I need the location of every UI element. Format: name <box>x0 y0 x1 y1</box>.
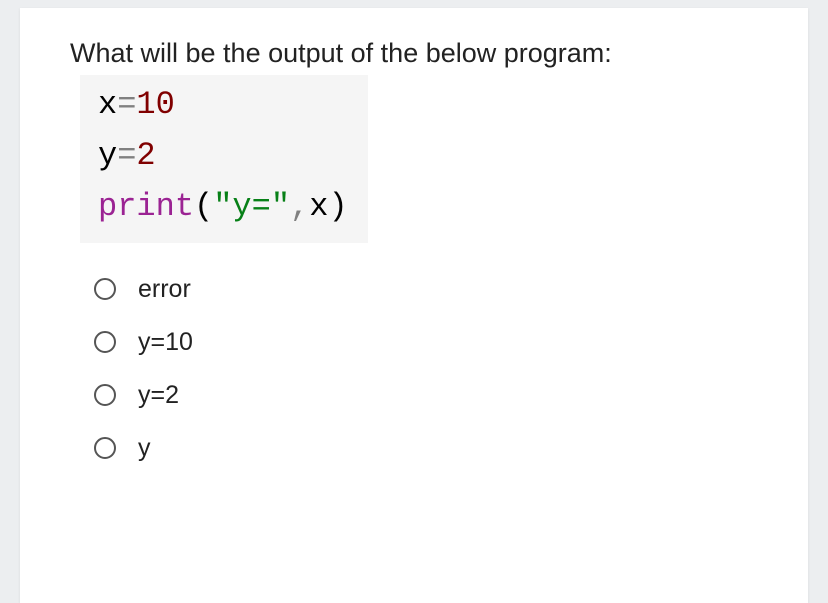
code-token: 10 <box>136 86 174 123</box>
option-row[interactable]: y=2 <box>94 381 758 410</box>
code-token: = <box>117 137 136 174</box>
radio-icon[interactable] <box>94 331 116 353</box>
code-token: = <box>117 86 136 123</box>
radio-icon[interactable] <box>94 384 116 406</box>
code-token: ( <box>194 188 213 225</box>
option-row[interactable]: y=10 <box>94 328 758 357</box>
code-line-2: y=2 <box>98 130 348 181</box>
code-token: x <box>309 188 328 225</box>
radio-icon[interactable] <box>94 437 116 459</box>
option-label: y <box>138 434 151 463</box>
code-line-3: print("y=",x) <box>98 181 348 232</box>
option-label: y=10 <box>138 328 193 357</box>
code-block: x=10 y=2 print("y=",x) <box>80 75 368 243</box>
code-token: ) <box>328 188 347 225</box>
question-card: What will be the output of the below pro… <box>20 8 808 603</box>
option-row[interactable]: error <box>94 275 758 304</box>
code-line-1: x=10 <box>98 79 348 130</box>
question-prompt: What will be the output of the below pro… <box>70 38 758 69</box>
code-token: x <box>98 86 117 123</box>
code-token: print <box>98 188 194 225</box>
option-label: y=2 <box>138 381 179 410</box>
option-label: error <box>138 275 191 304</box>
code-token: y <box>98 137 117 174</box>
option-row[interactable]: y <box>94 434 758 463</box>
radio-icon[interactable] <box>94 278 116 300</box>
code-token: 2 <box>136 137 155 174</box>
options-list: error y=10 y=2 y <box>94 275 758 463</box>
code-token: , <box>290 188 309 225</box>
code-token: "y=" <box>213 188 290 225</box>
